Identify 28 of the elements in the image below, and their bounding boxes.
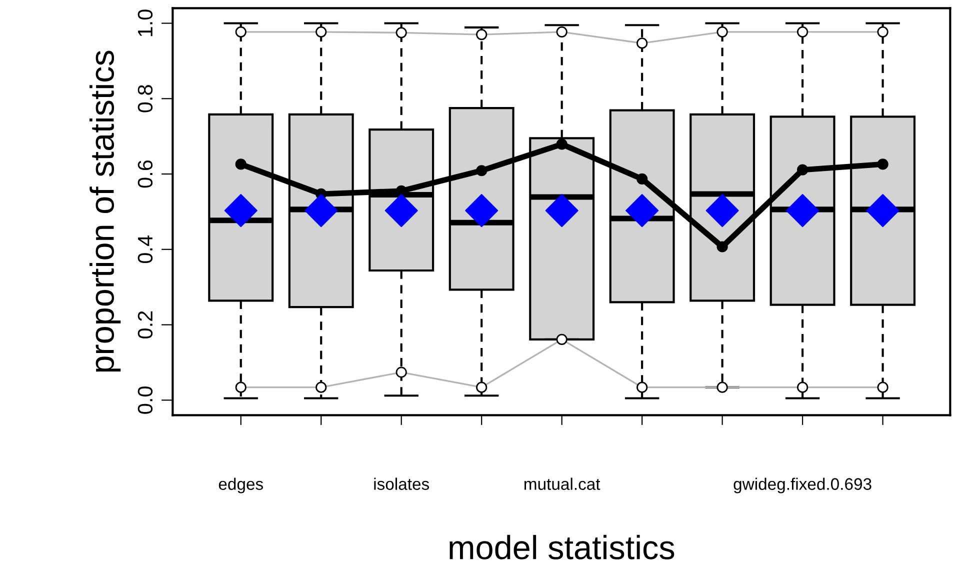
point [235, 158, 246, 170]
point [304, 194, 338, 228]
point [224, 194, 258, 228]
y-tick-label: 0.6 [138, 160, 153, 188]
point [384, 194, 418, 228]
y-tick-label: 0.4 [138, 236, 153, 264]
x-tick-label: edges [218, 478, 263, 494]
y-tick-label: 0.0 [138, 386, 153, 414]
point [476, 165, 488, 176]
x-tick-label: isolates [374, 478, 430, 490]
y-axis-title: proportion of statistics [90, 50, 121, 372]
point [556, 138, 568, 150]
point [866, 194, 900, 228]
point [706, 194, 739, 228]
x-axis-title: model statistics [450, 534, 674, 560]
point [877, 158, 888, 170]
point [636, 173, 648, 184]
point [545, 194, 578, 228]
y-tick-label: 0.2 [138, 311, 153, 338]
point [716, 241, 728, 252]
point [786, 194, 820, 228]
x-tick-label: gwideg.fixed.0.693 [734, 478, 872, 494]
y-tick-label: 1.0 [138, 10, 153, 36]
y-tick-label: 0.8 [138, 85, 153, 112]
point [465, 194, 498, 228]
point [796, 164, 808, 176]
point [626, 194, 659, 228]
x-tick-label: mutual.cat [524, 478, 600, 490]
